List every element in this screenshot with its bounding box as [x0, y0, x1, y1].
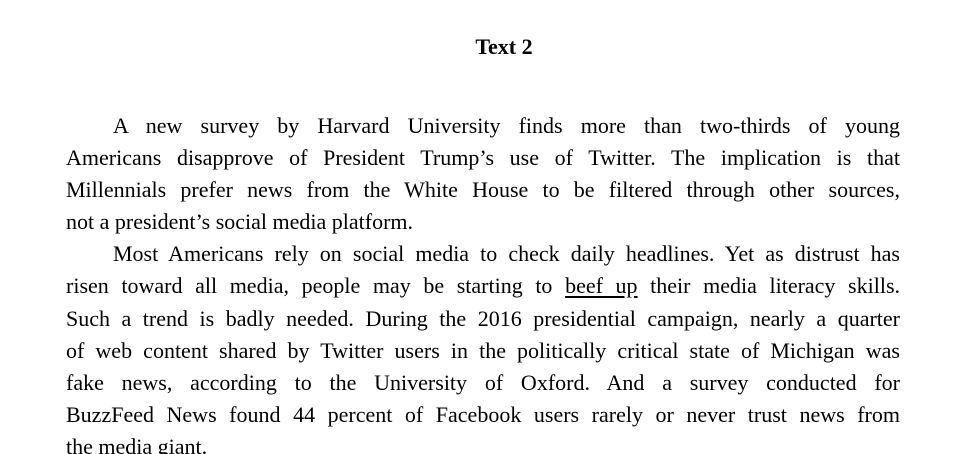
paragraph-2: Most Americans rely on social media to c… — [66, 238, 900, 454]
paragraph-line: of web content shared by Twitter users i… — [66, 337, 900, 363]
paragraph-line: the media giant. — [66, 433, 208, 454]
document-title: Text 2 — [475, 34, 533, 59]
line-segment: their media literacy skills. — [650, 273, 901, 299]
paragraph-line: BuzzFeed News found 44 percent of Facebo… — [66, 401, 900, 427]
paragraph-line: Millennials prefer news from the White H… — [66, 177, 900, 203]
paragraph-line: Such a trend is badly needed. During the… — [66, 305, 900, 331]
line-segment: risen toward all media, people may be st… — [66, 273, 553, 299]
paragraph-1: A new survey by Harvard University finds… — [66, 110, 900, 238]
underlined-phrase: beef up — [565, 273, 638, 299]
paragraph-line: fake news, according to the University o… — [66, 369, 900, 395]
paragraph-line: Most Americans rely on social media to c… — [113, 241, 900, 267]
paragraph-line-with-underline: risen toward all media, people may be st… — [66, 270, 900, 302]
paragraph-line: not a president’s social media platform. — [66, 209, 414, 235]
paragraph-line: A new survey by Harvard University finds… — [113, 113, 900, 138]
paragraph-line: Americans disapprove of President Trump’… — [66, 145, 900, 171]
document-body: A new survey by Harvard University finds… — [66, 110, 900, 454]
